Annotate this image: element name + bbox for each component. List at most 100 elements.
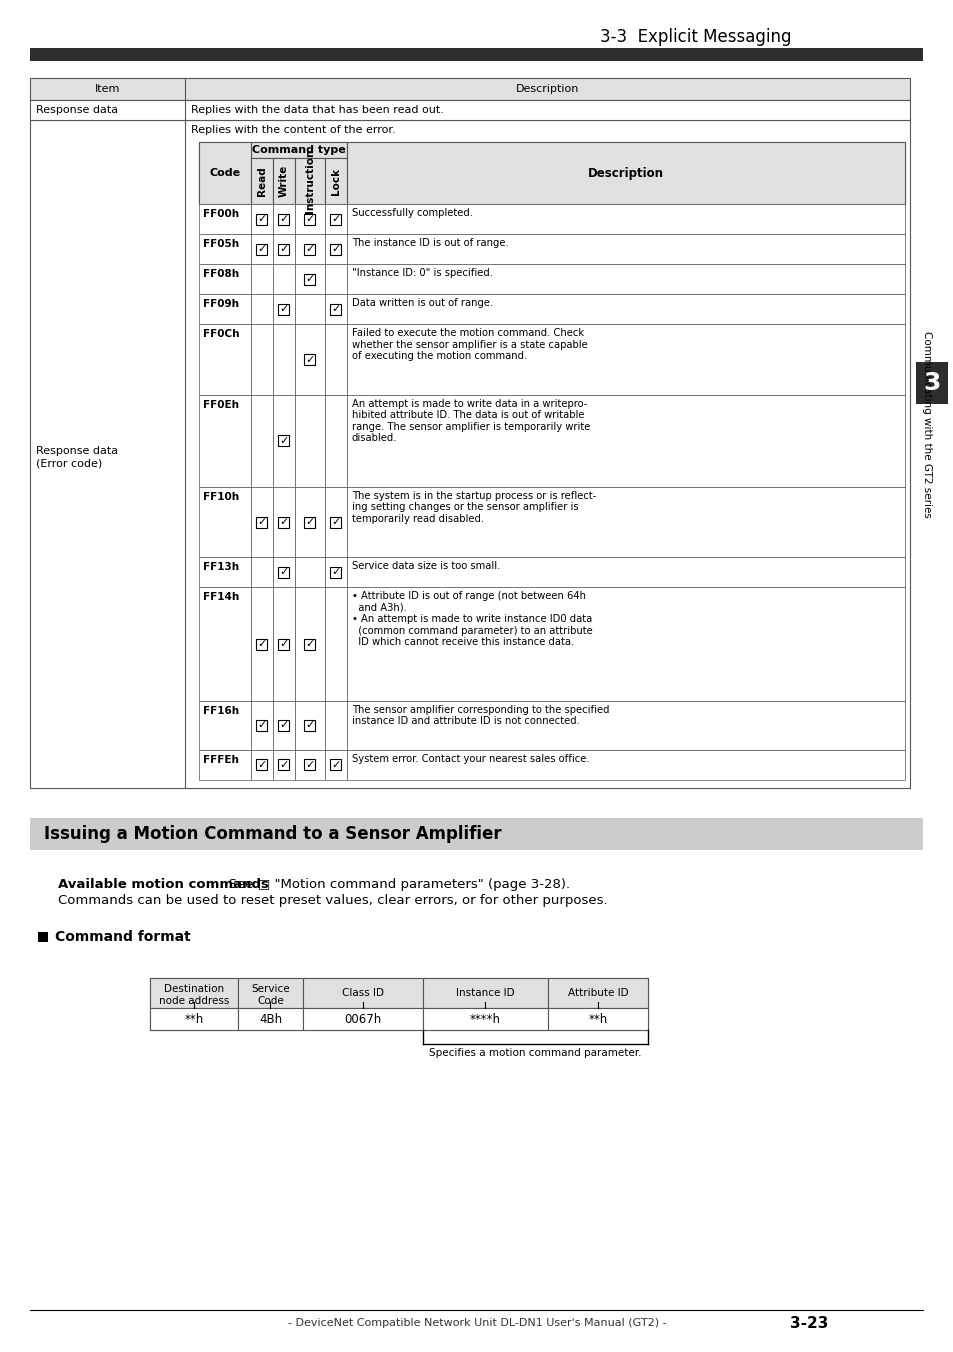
Text: node address: node address [158, 996, 229, 1006]
Text: FF09h: FF09h [203, 299, 239, 310]
Text: ✓: ✓ [305, 721, 314, 730]
Text: FF16h: FF16h [203, 706, 239, 715]
Bar [251, 700, 273, 750]
Text: Commands can be used to reset preset values, clear errors, or for other purposes: Commands can be used to reset preset val… [58, 894, 607, 907]
Bar [547, 977, 647, 1009]
Text: FF08h: FF08h [203, 269, 239, 280]
Bar [330, 760, 341, 771]
Text: System error. Contact your nearest sales office.: System error. Contact your nearest sales… [352, 754, 589, 764]
Bar [294, 588, 325, 700]
Bar [294, 700, 325, 750]
Bar [422, 1009, 547, 1030]
Text: : See □ "Motion command parameters" (page 3-28).: : See □ "Motion command parameters" (pag… [220, 877, 570, 891]
Bar [150, 977, 237, 1009]
Bar [294, 295, 325, 324]
Bar [251, 158, 273, 204]
Bar [325, 700, 347, 750]
Text: Data written is out of range.: Data written is out of range. [352, 299, 493, 308]
Text: ✓: ✓ [279, 304, 289, 315]
Bar [347, 700, 904, 750]
Text: Code: Code [210, 168, 240, 178]
Bar [347, 234, 904, 264]
Text: ✓: ✓ [305, 516, 314, 527]
Bar [273, 295, 294, 324]
Bar [273, 487, 294, 557]
Bar [278, 243, 289, 254]
Text: ✓: ✓ [305, 214, 314, 224]
Bar [30, 120, 909, 788]
Bar [278, 760, 289, 771]
Text: FF0Ch: FF0Ch [203, 330, 239, 339]
Bar [251, 487, 273, 557]
Bar [325, 264, 347, 295]
Bar [199, 295, 251, 324]
Bar [251, 750, 273, 780]
Bar [251, 234, 273, 264]
Bar [278, 638, 289, 649]
Text: ✓: ✓ [279, 214, 289, 224]
Bar [304, 638, 315, 649]
Bar [256, 638, 267, 649]
Text: FF00h: FF00h [203, 210, 239, 219]
Bar [325, 557, 347, 588]
Bar [273, 264, 294, 295]
Text: ✓: ✓ [279, 721, 289, 730]
Bar [150, 1009, 237, 1030]
Text: Write: Write [278, 165, 289, 197]
Text: Instance ID: Instance ID [456, 988, 515, 998]
Text: The sensor amplifier corresponding to the specified: The sensor amplifier corresponding to th… [352, 704, 609, 715]
Bar [330, 214, 341, 224]
Text: ✓: ✓ [257, 516, 267, 527]
Bar [199, 395, 251, 487]
Text: Command format: Command format [55, 930, 191, 944]
Bar [325, 395, 347, 487]
Bar [330, 304, 341, 315]
Bar [347, 295, 904, 324]
Bar [199, 204, 251, 234]
Bar [294, 234, 325, 264]
Text: ✓: ✓ [331, 214, 340, 224]
Text: FF05h: FF05h [203, 239, 239, 249]
Bar [294, 557, 325, 588]
Text: The system is in the startup process or is reflect-: The system is in the startup process or … [352, 491, 596, 500]
Text: disabled.: disabled. [352, 434, 397, 443]
Bar [294, 750, 325, 780]
Text: ID which cannot receive this instance data.: ID which cannot receive this instance da… [352, 638, 574, 648]
Text: ✓: ✓ [331, 516, 340, 527]
Text: An attempt is made to write data in a writepro-: An attempt is made to write data in a wr… [352, 399, 587, 408]
Bar [303, 1009, 422, 1030]
Text: of executing the motion command.: of executing the motion command. [352, 352, 527, 361]
Bar [237, 1009, 303, 1030]
Text: and A3h).: and A3h). [352, 603, 406, 612]
Text: ✓: ✓ [257, 760, 267, 769]
Bar [199, 700, 251, 750]
Text: hibited attribute ID. The data is out of writable: hibited attribute ID. The data is out of… [352, 411, 584, 420]
Text: ✓: ✓ [305, 639, 314, 649]
Bar [199, 324, 251, 395]
Bar [278, 566, 289, 577]
Bar [256, 516, 267, 527]
Bar [278, 435, 289, 446]
Text: Item: Item [94, 84, 120, 95]
Bar [278, 719, 289, 731]
Text: ✓: ✓ [331, 760, 340, 769]
Bar [273, 557, 294, 588]
Text: ✓: ✓ [279, 760, 289, 769]
Text: Command type: Command type [252, 145, 346, 155]
Text: whether the sensor amplifier is a state capable: whether the sensor amplifier is a state … [352, 339, 587, 350]
Bar [330, 566, 341, 577]
Bar [251, 557, 273, 588]
Bar [347, 557, 904, 588]
Bar [278, 516, 289, 527]
Text: Replies with the content of the error.: Replies with the content of the error. [191, 124, 395, 135]
Text: • An attempt is made to write instance ID0 data: • An attempt is made to write instance I… [352, 614, 592, 625]
Bar [304, 760, 315, 771]
Bar [150, 977, 647, 1030]
Bar [273, 395, 294, 487]
Bar [330, 243, 341, 254]
Bar [251, 324, 273, 395]
Bar [347, 395, 904, 487]
Text: "Instance ID: 0" is specified.: "Instance ID: 0" is specified. [352, 268, 493, 279]
Bar [294, 264, 325, 295]
Bar [273, 158, 294, 204]
